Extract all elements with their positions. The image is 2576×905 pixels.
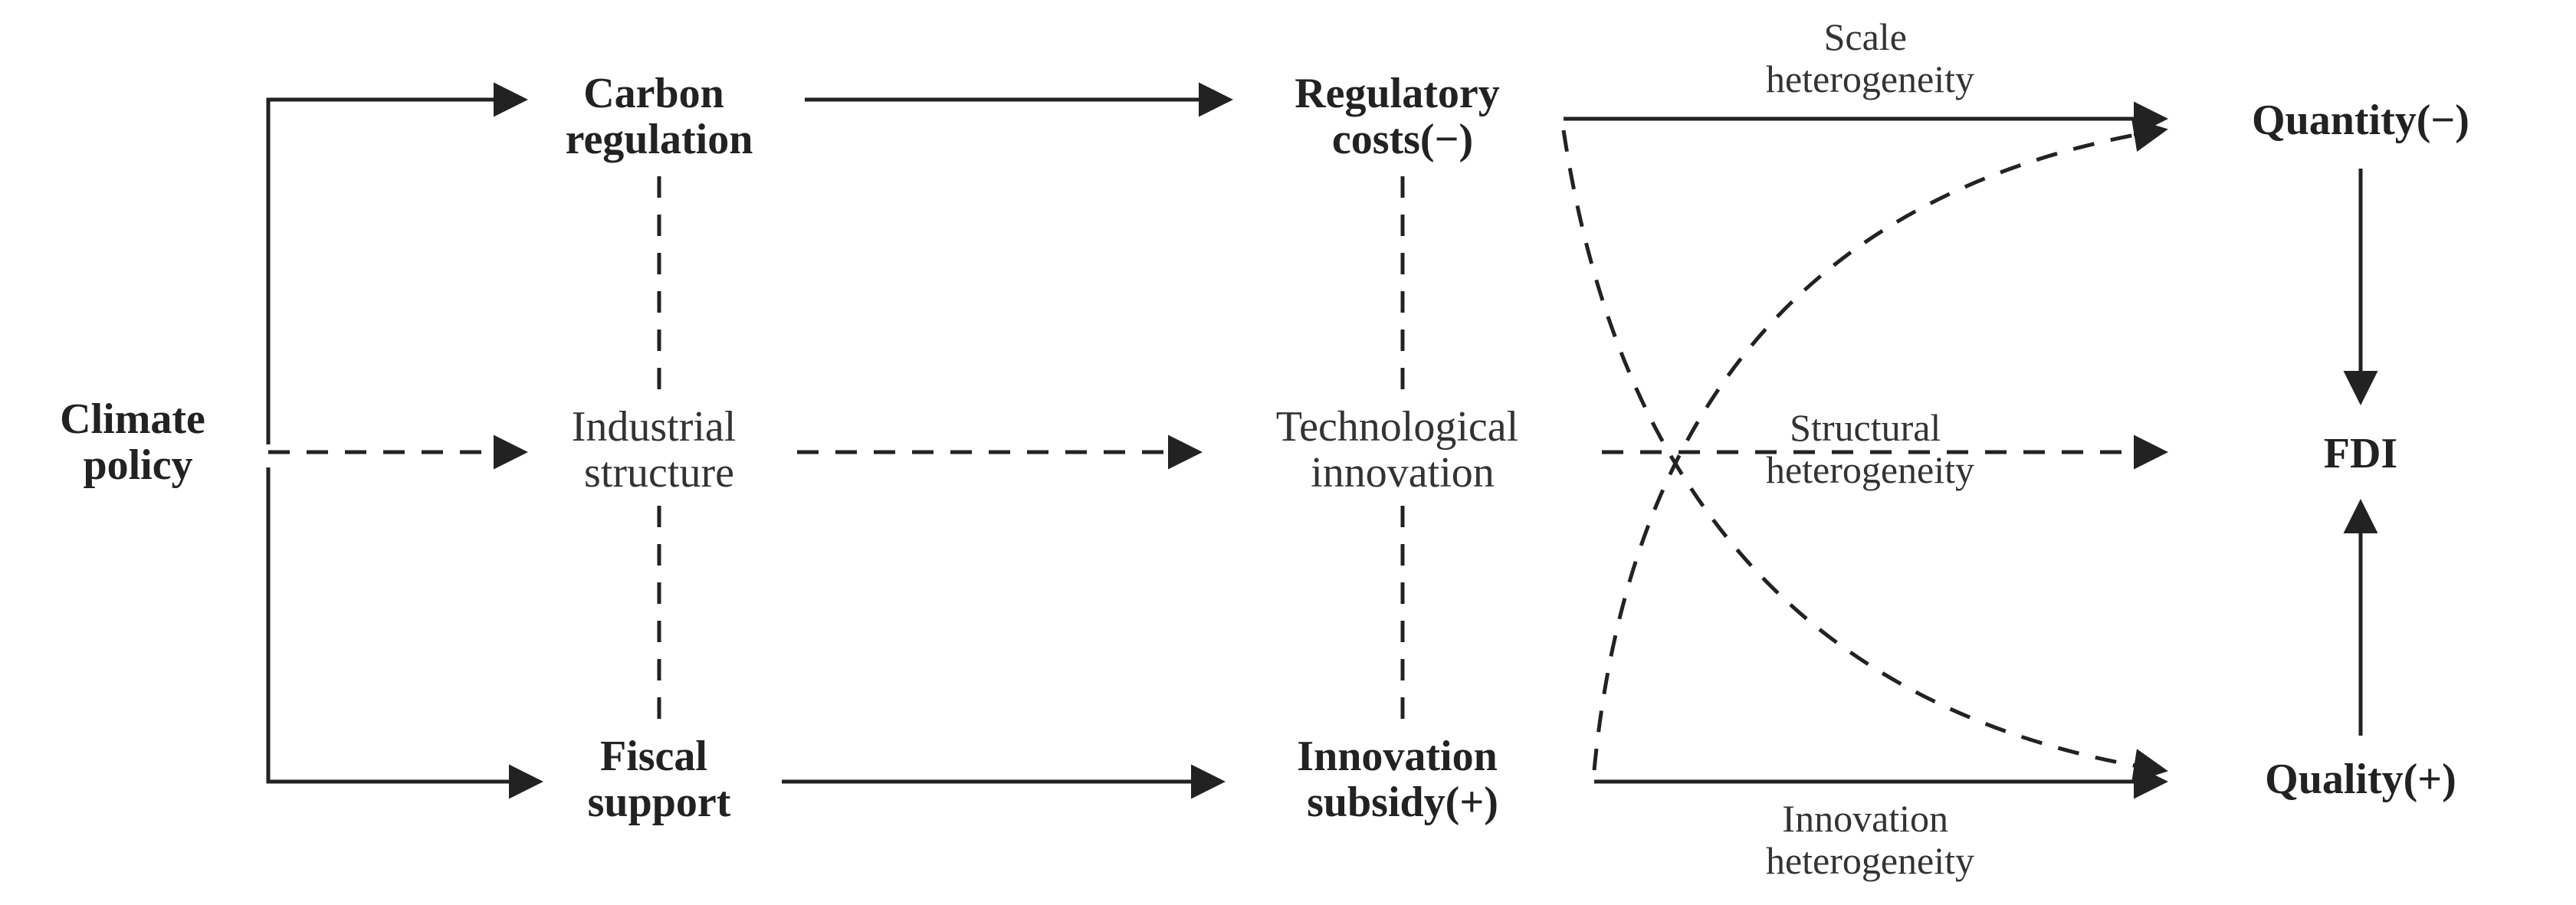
label-structural: Structural heterogeneity — [1766, 406, 1974, 491]
node-quality: Quality(+) — [2265, 756, 2456, 803]
node-climate: Climate policy — [60, 395, 216, 489]
diagram-canvas: Climate policy Carbon regulation Industr… — [0, 0, 2576, 905]
node-innov: Innovation subsidy(+) — [1297, 733, 1508, 826]
node-fdi: FDI — [2324, 430, 2397, 477]
edge-climate-carbon — [268, 100, 521, 444]
node-regcost: Regulatory costs(−) — [1295, 70, 1511, 163]
node-carbon: Carbon regulation — [566, 70, 753, 163]
node-quantity: Quantity(−) — [2252, 97, 2469, 144]
edge-climate-fiscal — [268, 467, 537, 782]
label-innovation: Innovation heterogeneity — [1766, 797, 1974, 882]
node-industrial: Industrial structure — [572, 403, 747, 497]
node-fiscal: Fiscal support — [588, 733, 731, 826]
node-tech: Technological innovation — [1276, 403, 1529, 497]
label-scale: Scale heterogeneity — [1766, 15, 1974, 100]
